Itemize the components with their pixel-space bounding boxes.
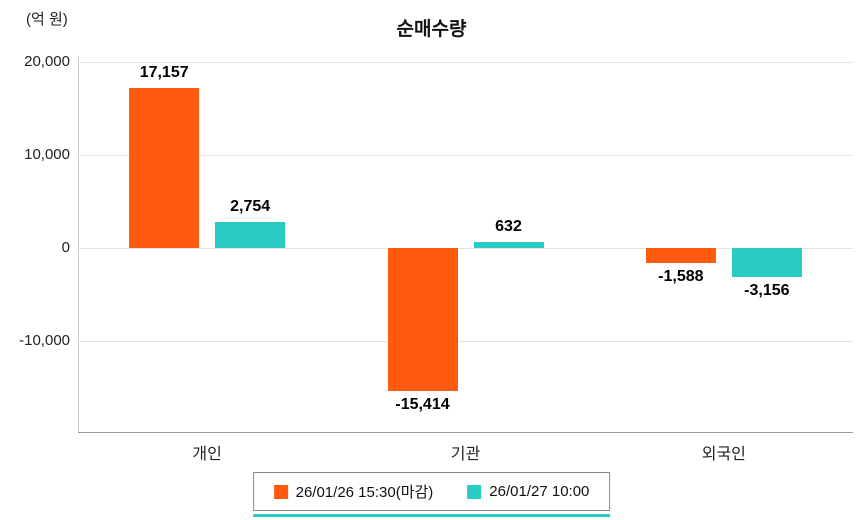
category-label: 개인 <box>192 446 222 463</box>
x-axis-baseline <box>78 432 853 433</box>
bar-value-label: -15,414 <box>395 396 450 414</box>
legend-label: 26/01/27 10:00 <box>489 483 590 500</box>
legend-item-1: 26/01/26 15:30(마감) <box>273 481 434 502</box>
bar-기관-2 <box>473 242 544 248</box>
y-axis-tick-label: 20,000 <box>24 53 70 70</box>
legend-label: 26/01/26 15:30(마감) <box>295 484 434 501</box>
legend-swatch-icon <box>273 484 288 499</box>
bar-value-label: -1,588 <box>658 267 704 285</box>
bar-value-label: 17,157 <box>139 64 189 82</box>
y-axis-unit-label: (억 원) <box>26 11 68 28</box>
legend-item-2: 26/01/27 10:00 <box>467 483 589 500</box>
bar-개인-2 <box>215 222 286 248</box>
bar-외국인-2 <box>731 248 802 278</box>
y-axis-tick-label: 10,000 <box>24 146 70 163</box>
gridline <box>78 62 853 63</box>
gridline <box>78 155 853 156</box>
chart-legend: 26/01/26 15:30(마감) 26/01/27 10:00 <box>252 472 611 517</box>
gridline <box>78 248 853 249</box>
bar-기관-1 <box>387 248 458 392</box>
category-label: 기관 <box>450 446 481 463</box>
bar-개인-1 <box>129 88 200 248</box>
y-axis-tick-label: 0 <box>61 239 70 256</box>
legend-box: 26/01/26 15:30(마감) 26/01/27 10:00 <box>252 472 611 511</box>
legend-swatch-icon <box>467 484 482 499</box>
y-axis-tick-label: -10,000 <box>19 332 70 349</box>
bar-value-label: 632 <box>495 218 522 236</box>
y-axis-line <box>78 56 79 432</box>
bar-외국인-1 <box>645 248 716 263</box>
category-label: 외국인 <box>701 446 746 463</box>
gridline <box>78 341 853 342</box>
bar-value-label: 2,754 <box>230 198 271 216</box>
bar-value-label: -3,156 <box>744 282 790 300</box>
chart-title: 순매수량 <box>396 19 467 40</box>
